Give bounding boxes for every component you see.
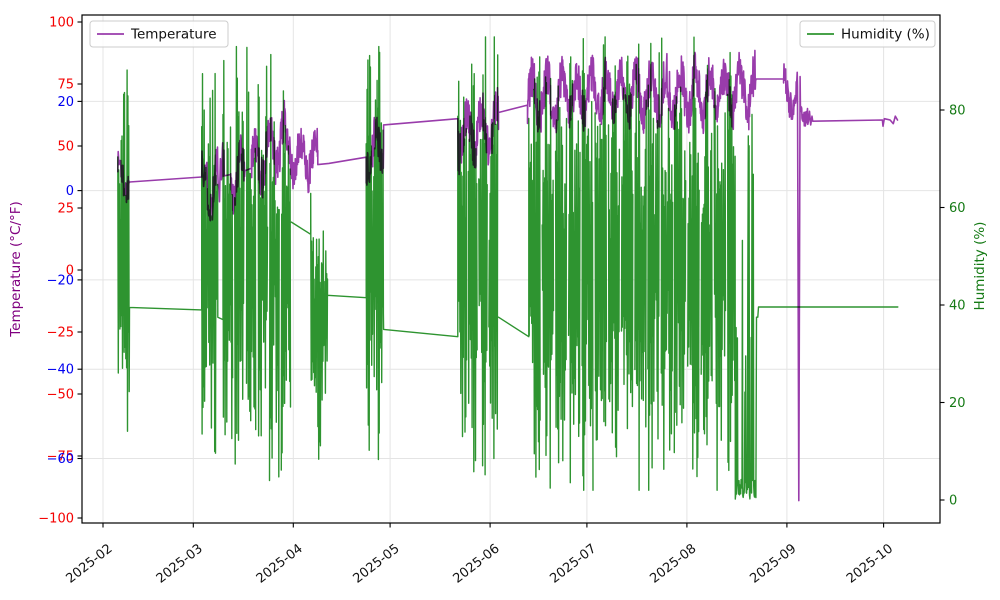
y-tick-label-celsius: 20 <box>57 95 74 110</box>
y-tick-label-fahrenheit: −50 <box>47 388 74 403</box>
humidity-series-line <box>117 36 899 500</box>
y-axis-label-temperature: Temperature (°C/°F) <box>8 201 24 338</box>
y-tick-label-fahrenheit: −100 <box>38 512 74 527</box>
y-tick-label-fahrenheit: 75 <box>57 78 74 93</box>
x-tick-label: 2025-08 <box>647 541 699 586</box>
x-tick-label: 2025-02 <box>63 541 115 586</box>
x-tick-label: 2025-03 <box>154 541 206 586</box>
y-tick-label-celsius: −60 <box>47 452 74 467</box>
legend-humidity: Humidity (%) <box>799 20 936 48</box>
y-tick-label-fahrenheit: 0 <box>66 264 74 279</box>
y-axis-fahrenheit-ticks: 100 75 50 25 0 −25 −50 −75 −100 <box>38 16 82 527</box>
y-axis-label-humidity: Humidity (%) <box>972 222 988 311</box>
y-axis-humidity-ticks: 0 20 40 60 80 <box>940 104 966 509</box>
y-tick-label-humidity: 80 <box>949 104 966 119</box>
y-tick-label-fahrenheit: 100 <box>49 16 74 31</box>
x-tick-label: 2025-07 <box>547 541 599 586</box>
x-tick-label: 2025-06 <box>451 541 503 586</box>
y-tick-label-fahrenheit: −25 <box>47 326 74 341</box>
x-axis-ticks: 2025-02 2025-03 2025-04 2025-05 2025-06 2025-… <box>63 523 896 587</box>
y-axis-celsius-ticks: 200−20−40−60 <box>47 95 82 467</box>
x-tick-label: 2025-05 <box>351 541 403 586</box>
y-tick-label-fahrenheit: −75 <box>47 450 74 465</box>
legend-temperature: Temperature <box>89 20 229 48</box>
y-tick-label-humidity: 0 <box>949 494 957 509</box>
legend-temperature-label: Temperature <box>130 27 217 43</box>
y-tick-label-humidity: 20 <box>949 396 966 411</box>
x-tick-label: 2025-10 <box>844 541 896 586</box>
y-tick-label-fahrenheit: 50 <box>57 140 74 155</box>
x-tick-label: 2025-04 <box>254 541 306 586</box>
y-tick-label-humidity: 60 <box>949 201 966 216</box>
y-tick-label-celsius: −40 <box>47 363 74 378</box>
plot-border <box>81 14 941 524</box>
y-tick-label-celsius: 0 <box>66 184 74 199</box>
x-tick-label: 2025-09 <box>747 541 799 586</box>
y-tick-label-humidity: 40 <box>949 299 966 314</box>
legend-humidity-label: Humidity (%) <box>841 27 930 43</box>
y-tick-label-fahrenheit: 25 <box>57 202 74 217</box>
y-tick-label-celsius: −20 <box>47 273 74 288</box>
